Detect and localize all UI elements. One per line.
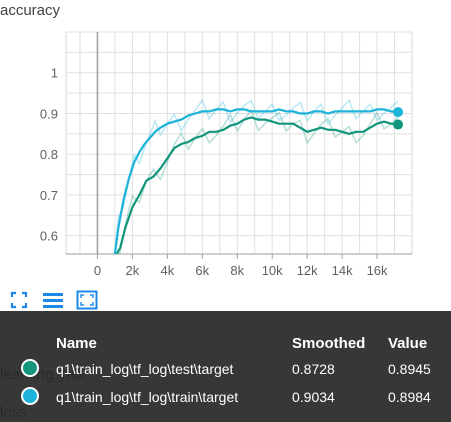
series-swatch-train (21, 387, 39, 405)
y-tick-label: 0.9 (40, 106, 58, 121)
y-tick-label: 0.8 (40, 147, 58, 162)
x-tick-label: 6k (195, 263, 209, 278)
x-tick-label: 12k (297, 263, 318, 278)
series-swatch-test (21, 359, 39, 377)
tooltip-header-name: Name (56, 335, 97, 352)
series-raw-line (114, 98, 399, 251)
tooltip-header-smoothed: Smoothed (292, 335, 366, 352)
axes (66, 32, 412, 259)
series-end-marker (393, 119, 404, 130)
x-tick-label: 14k (332, 263, 353, 278)
x-tick-label: 4k (160, 263, 174, 278)
y-tick-label: 0.6 (40, 229, 58, 244)
x-tick-label: 2k (126, 263, 140, 278)
x-tick-label: 8k (230, 263, 244, 278)
y-tick-label: 0.7 (40, 188, 58, 203)
expand-icon[interactable] (76, 290, 98, 310)
series-line (113, 108, 399, 254)
tooltip-row-name: q1\train_log\tf_log\train\target (56, 389, 239, 405)
fit-to-data-icon[interactable] (8, 290, 30, 310)
tooltip-row-name: q1\train_log\tf_log\test\target (56, 361, 234, 377)
series-raw-line (118, 108, 399, 254)
series-line (115, 116, 399, 254)
x-tick-label: 10k (262, 263, 283, 278)
tooltip-row-value: 0.8945 (388, 361, 431, 377)
tooltip-row-value: 0.8984 (388, 389, 431, 405)
chart-plot[interactable]: 0.6 0.7 0.8 0.9 1 0 2k 4k 6k 8k 10k 12k 14k 16k (0, 0, 451, 290)
tooltip-header-value: Value (388, 335, 428, 352)
series-layer (113, 98, 404, 254)
x-tick-label: 0 (94, 263, 101, 278)
toggle-log-icon[interactable] (42, 290, 64, 310)
series-end-marker (393, 107, 404, 118)
y-tick-label: 1 (51, 66, 58, 81)
x-tick-label: 16k (367, 263, 388, 278)
chart-title: accuracy (0, 2, 61, 19)
tick-labels: 0.6 0.7 0.8 0.9 1 0 2k 4k 6k 8k 10k 12k 14k 16k (40, 66, 388, 278)
chart-tooltip: Name Smoothed Value q1\train_log\tf_log\… (0, 311, 451, 422)
tooltip-row-smoothed: 0.9034 (292, 389, 335, 405)
chart-toolbar (8, 290, 98, 310)
tooltip-row-smoothed: 0.8728 (292, 361, 335, 377)
